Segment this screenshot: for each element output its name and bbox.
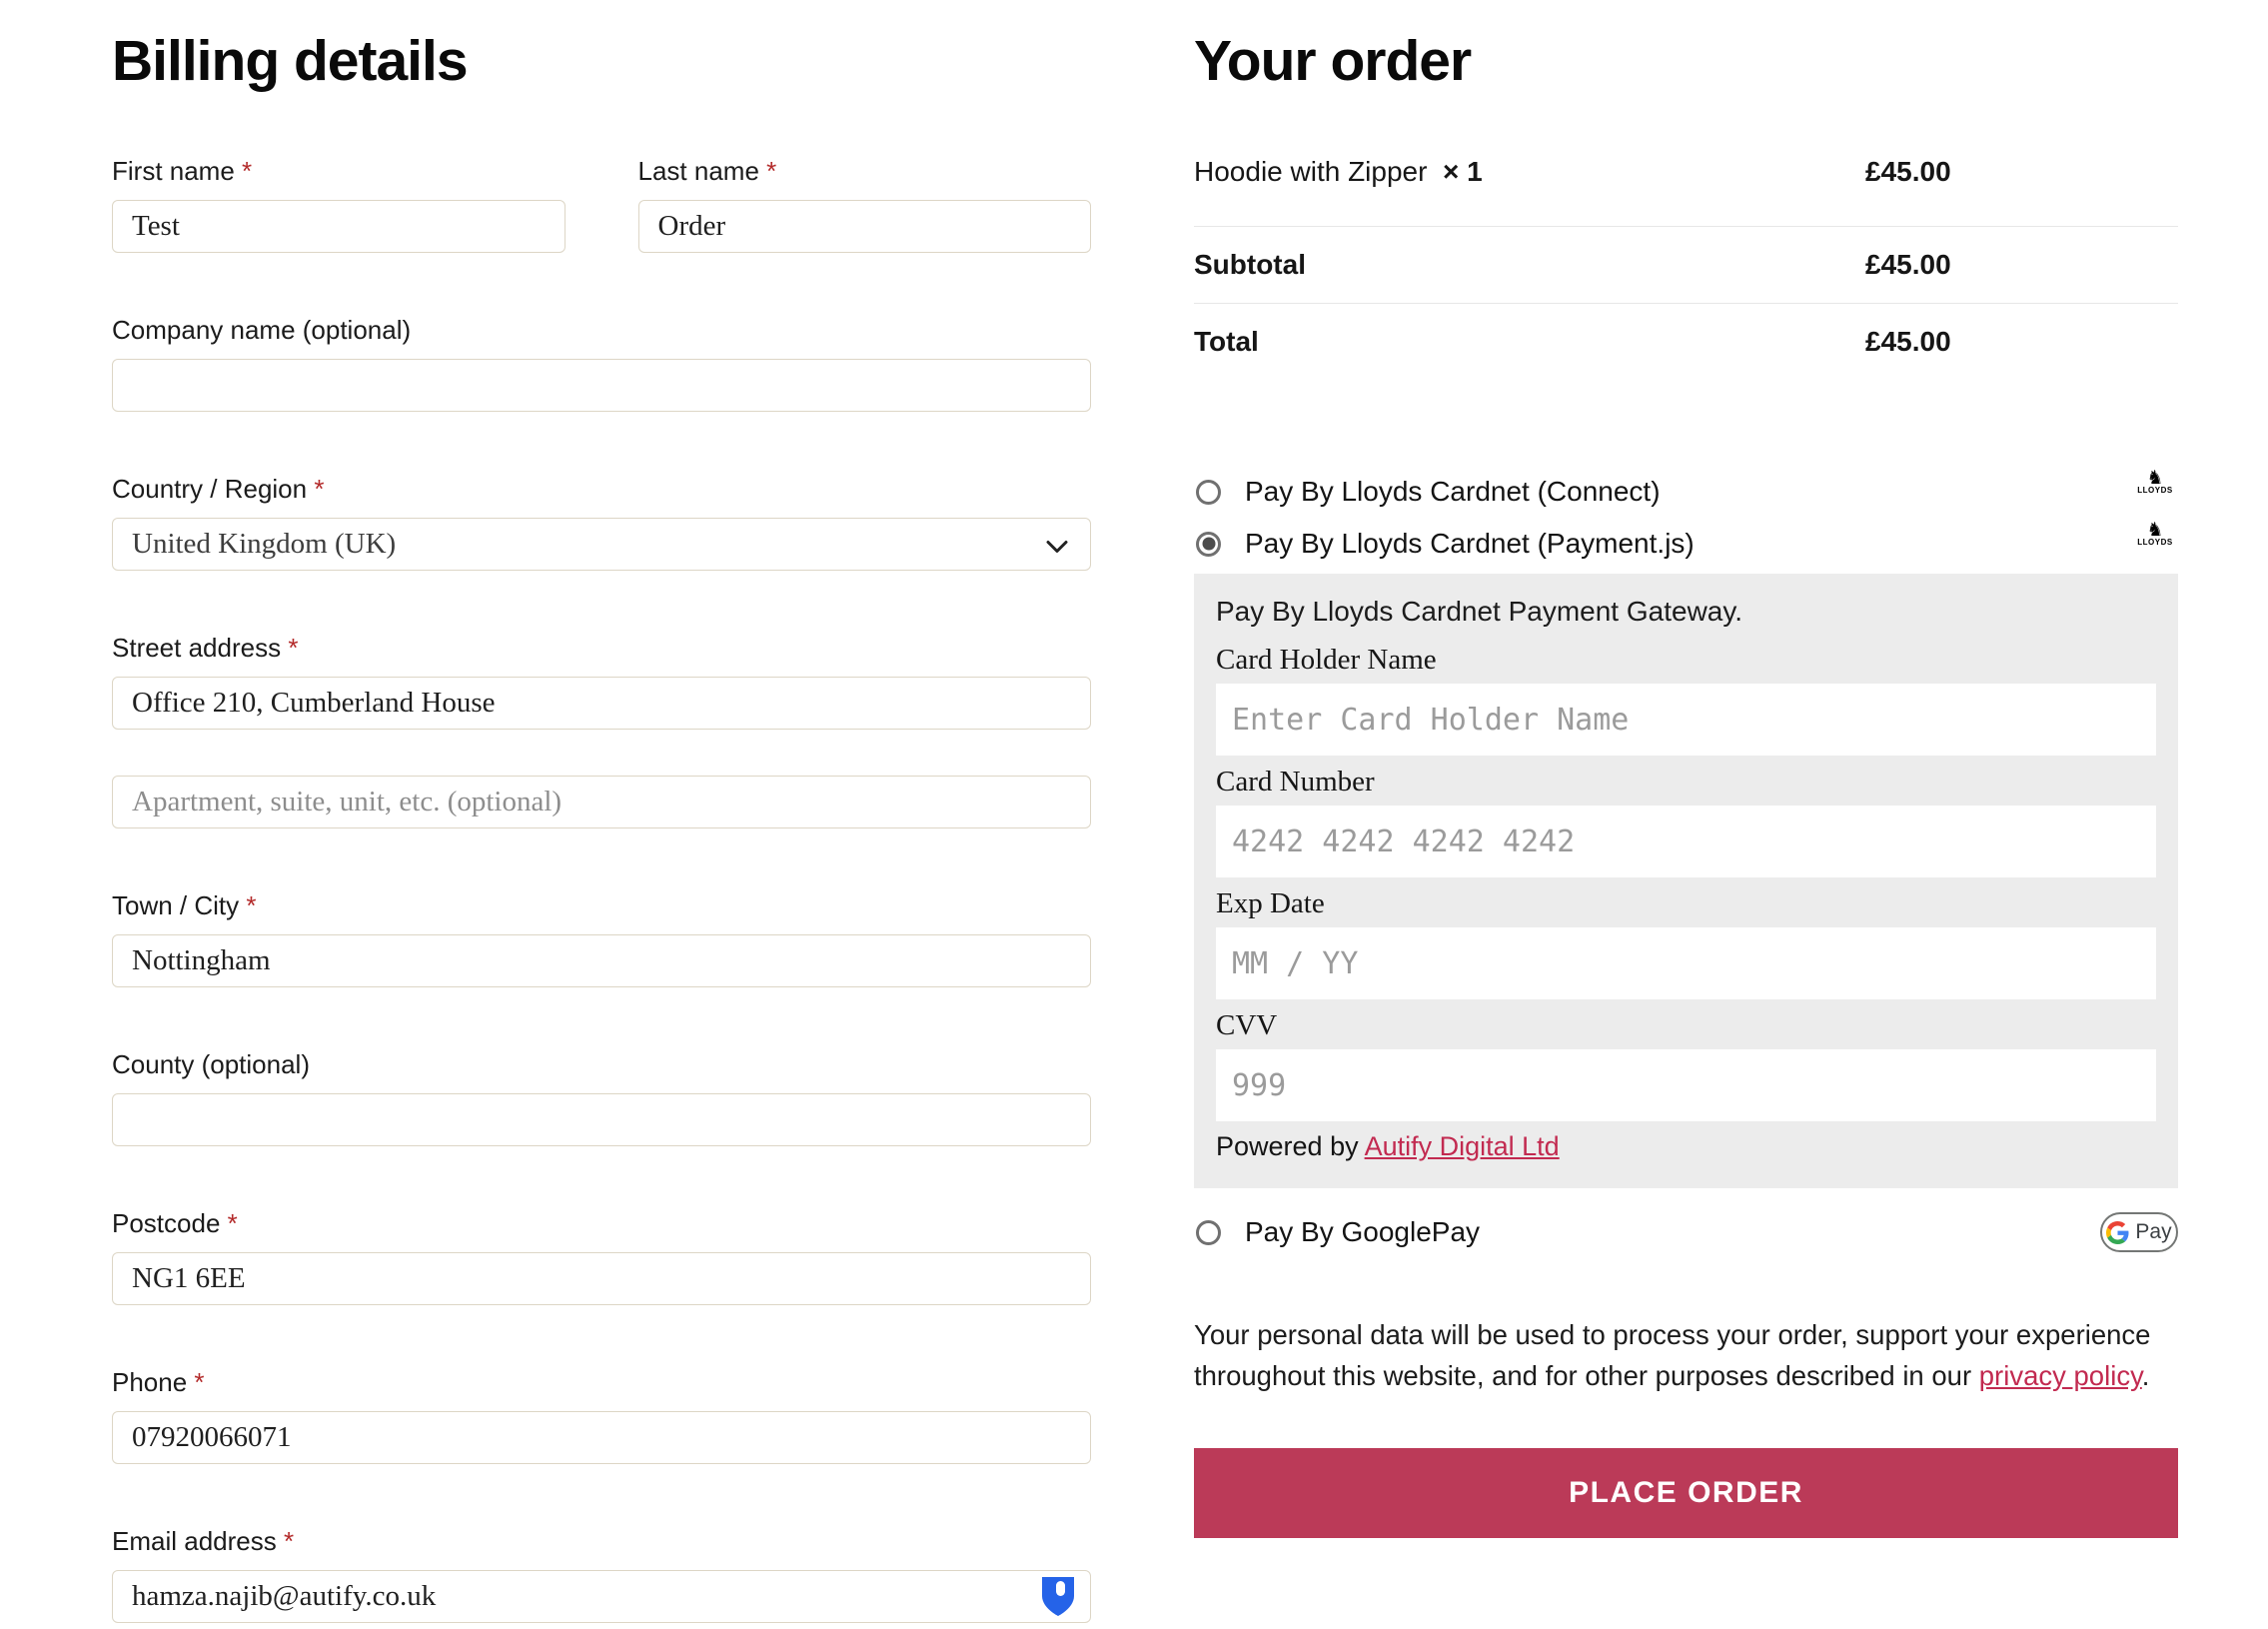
postcode-group: Postcode * <box>112 1208 1091 1305</box>
privacy-policy-link[interactable]: privacy policy <box>1978 1360 2142 1391</box>
privacy-notice: Your personal data will be used to proce… <box>1194 1319 2151 1391</box>
country-label: Country / Region * <box>112 474 325 504</box>
total-row: Total £45.00 <box>1194 303 2178 380</box>
place-order-button[interactable]: PLACE ORDER <box>1194 1448 2178 1538</box>
google-g-icon <box>2106 1220 2129 1244</box>
first-name-label: First name * <box>112 156 253 186</box>
order-section: Your order Hoodie with Zipper × 1 £45.00… <box>1194 28 2178 1629</box>
card-number-label: Card Number <box>1216 766 1375 798</box>
autify-digital-link[interactable]: Autify Digital Ltd <box>1364 1131 1560 1161</box>
required-asterisk: * <box>283 1526 295 1556</box>
product-name: Hoodie with Zipper × 1 <box>1194 156 1483 187</box>
password-manager-shield-icon[interactable] <box>1041 1576 1075 1617</box>
billing-section: Billing details First name * Last name *… <box>112 28 1091 1629</box>
exp-date-field[interactable] <box>1216 927 2156 999</box>
phone-group: Phone * <box>112 1367 1091 1464</box>
postcode-field[interactable] <box>112 1252 1091 1305</box>
payment-methods: Pay By Lloyds Cardnet (Connect) ♞ LLOYDS… <box>1194 468 2178 1254</box>
card-payment-panel: Pay By Lloyds Cardnet Payment Gateway. C… <box>1194 574 2178 1188</box>
total-price: £45.00 <box>1865 326 1951 357</box>
street-address-field[interactable] <box>112 677 1091 730</box>
street-label: Street address * <box>112 633 299 663</box>
radio-lloyds-connect[interactable] <box>1196 479 1221 505</box>
email-field[interactable] <box>112 1570 1091 1623</box>
order-line-item: Hoodie with Zipper × 1 £45.00 <box>1194 156 2178 226</box>
lloyds-bank-logo-icon: ♞ LLOYDS <box>2137 520 2173 547</box>
cvv-label: CVV <box>1216 1009 1278 1041</box>
last-name-group: Last name * <box>637 156 1091 253</box>
order-review-table: Hoodie with Zipper × 1 £45.00 Subtotal £… <box>1194 156 2178 380</box>
name-fields-row: First name * Last name * <box>112 156 1091 253</box>
powered-by-note: Powered by Autify Digital Ltd <box>1216 1131 1560 1161</box>
county-group: County (optional) <box>112 1049 1091 1146</box>
city-label: Town / City * <box>112 890 257 920</box>
required-asterisk: * <box>288 633 299 663</box>
last-name-field[interactable] <box>637 200 1091 253</box>
radio-lloyds-paymentjs[interactable] <box>1196 531 1221 557</box>
payment-method-lloyds-connect[interactable]: Pay By Lloyds Cardnet (Connect) ♞ LLOYDS <box>1194 468 2178 514</box>
company-label: Company name (optional) <box>112 315 412 345</box>
exp-date-label: Exp Date <box>1216 887 1325 919</box>
county-label: County (optional) <box>112 1049 310 1079</box>
country-select[interactable]: United Kingdom (UK) <box>112 518 1091 571</box>
phone-label: Phone * <box>112 1367 205 1397</box>
chevron-down-icon <box>1046 528 1068 561</box>
gateway-description: Pay By Lloyds Cardnet Payment Gateway. <box>1216 596 1743 627</box>
card-holder-name-field[interactable] <box>1216 684 2156 756</box>
payment-method-label: Pay By Lloyds Cardnet (Connect) <box>1245 476 1661 507</box>
radio-googlepay[interactable] <box>1196 1219 1221 1245</box>
subtotal-row: Subtotal £45.00 <box>1194 226 2178 303</box>
card-holder-name-label: Card Holder Name <box>1216 644 1437 676</box>
product-quantity: × 1 <box>1443 156 1483 187</box>
order-title: Your order <box>1194 29 1472 93</box>
lloyds-bank-logo-icon: ♞ LLOYDS <box>2137 468 2173 495</box>
subtotal-price: £45.00 <box>1865 249 1951 280</box>
street-group: Street address * <box>112 633 1091 828</box>
payment-method-label: Pay By GooglePay <box>1245 1216 1481 1247</box>
county-field[interactable] <box>112 1093 1091 1146</box>
total-label: Total <box>1194 326 1259 357</box>
subtotal-label: Subtotal <box>1194 249 1306 280</box>
cvv-field[interactable] <box>1216 1049 2156 1121</box>
email-group: Email address * <box>112 1526 1091 1623</box>
payment-method-googlepay[interactable]: Pay By GooglePay Pay <box>1194 1210 2178 1254</box>
required-asterisk: * <box>194 1367 205 1397</box>
company-field[interactable] <box>112 359 1091 412</box>
card-number-field[interactable] <box>1216 806 2156 877</box>
first-name-group: First name * <box>112 156 566 253</box>
payment-method-label: Pay By Lloyds Cardnet (Payment.js) <box>1245 528 1695 559</box>
city-group: Town / City * <box>112 890 1091 987</box>
city-field[interactable] <box>112 934 1091 987</box>
required-asterisk: * <box>242 156 253 186</box>
payment-method-lloyds-paymentjs[interactable]: Pay By Lloyds Cardnet (Payment.js) ♞ LLO… <box>1194 520 2178 566</box>
required-asterisk: * <box>314 474 325 504</box>
apartment-field[interactable] <box>112 776 1091 828</box>
google-pay-badge-icon: Pay <box>2100 1212 2178 1252</box>
required-asterisk: * <box>766 156 777 186</box>
country-group: Country / Region * United Kingdom (UK) <box>112 474 1091 571</box>
postcode-label: Postcode * <box>112 1208 238 1238</box>
required-asterisk: * <box>227 1208 238 1238</box>
required-asterisk: * <box>246 890 257 920</box>
email-label: Email address * <box>112 1526 295 1556</box>
last-name-label: Last name * <box>637 156 777 186</box>
phone-field[interactable] <box>112 1411 1091 1464</box>
country-select-value: United Kingdom (UK) <box>132 528 397 560</box>
first-name-field[interactable] <box>112 200 566 253</box>
product-price: £45.00 <box>1865 156 1951 187</box>
billing-title: Billing details <box>112 29 469 93</box>
company-group: Company name (optional) <box>112 315 1091 412</box>
